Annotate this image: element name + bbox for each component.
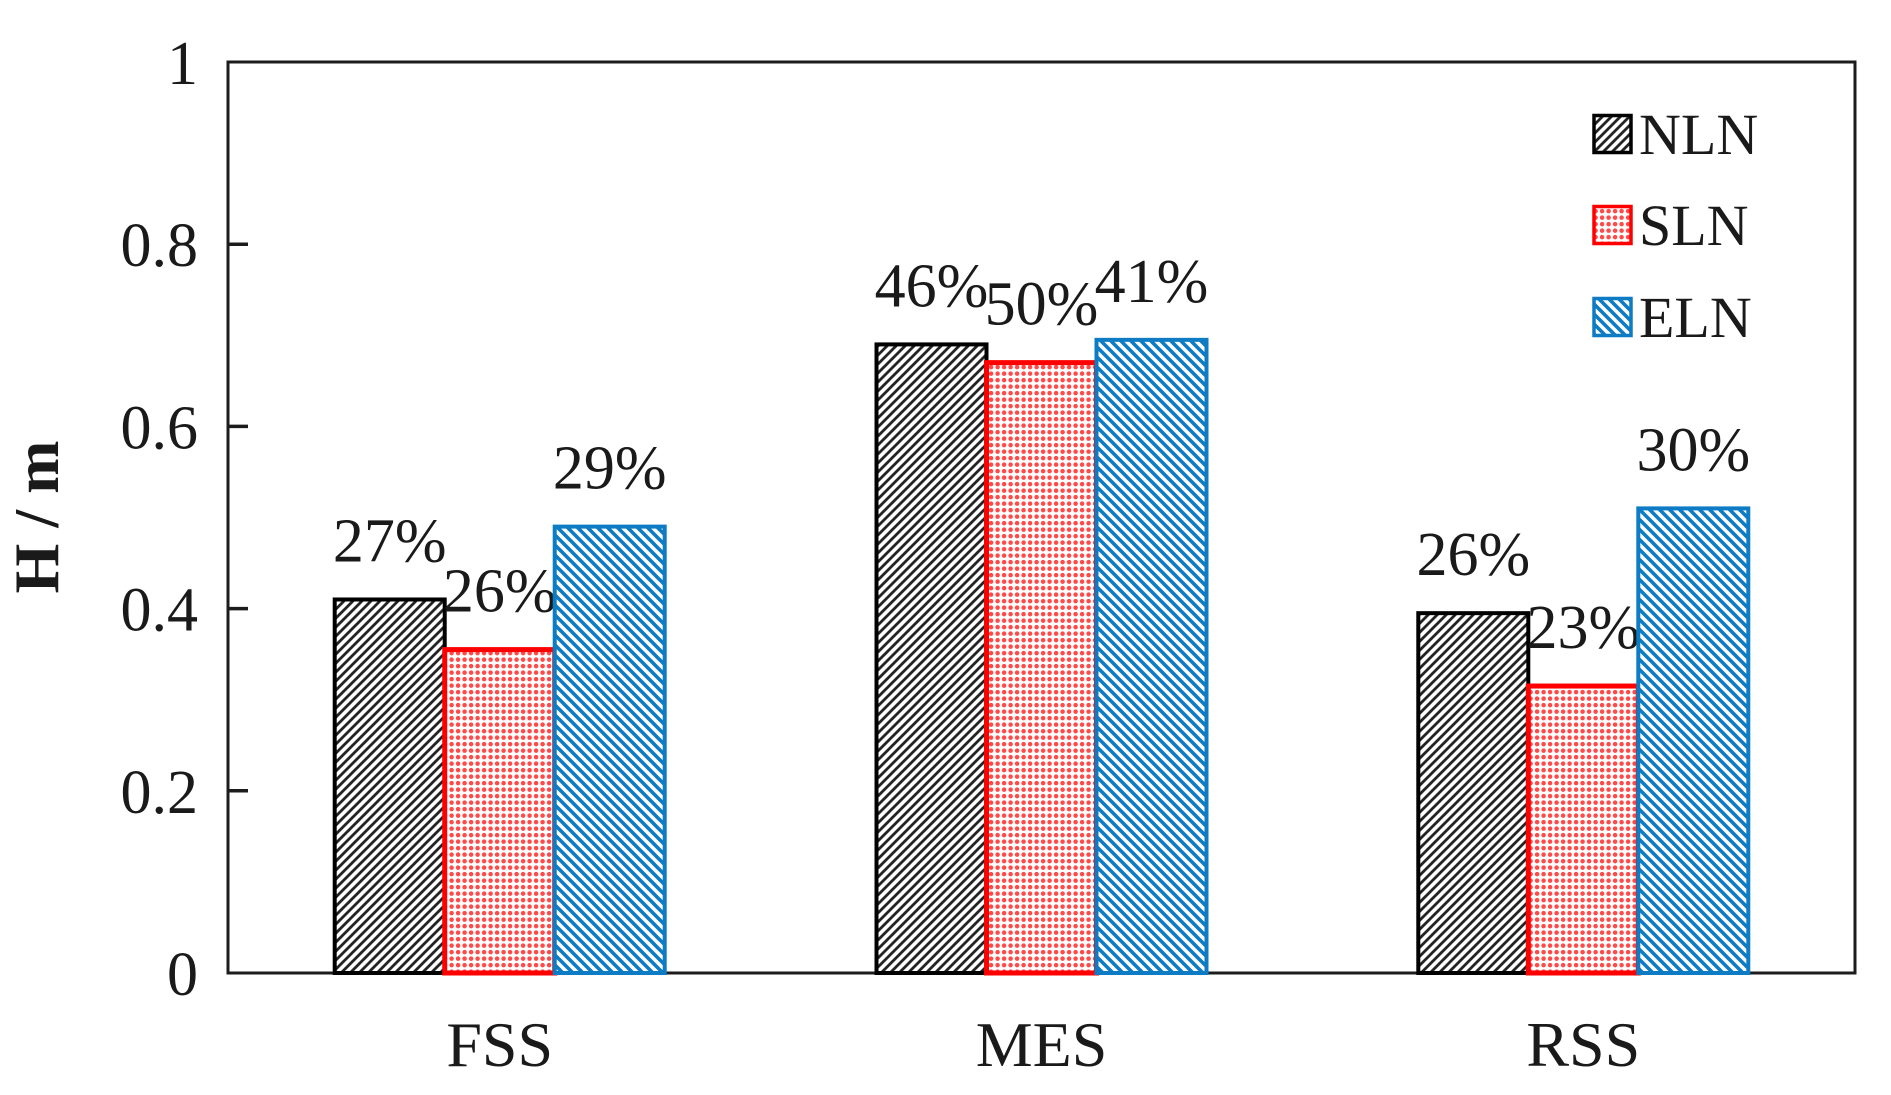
x-category-label-rss: RSS [1526, 1009, 1640, 1080]
bar-MES-SLN [984, 360, 1099, 976]
bar-value-label: 46% [875, 252, 989, 320]
x-category-label-fss: FSS [446, 1009, 553, 1080]
y-tick-label: 0.6 [121, 394, 199, 462]
legend-item-sln: SLN [1592, 193, 1749, 258]
bar-value-label: 41% [1095, 248, 1209, 316]
bar-value-label: 26% [1416, 521, 1530, 589]
bar-value-label: 29% [553, 435, 667, 503]
bar-RSS-ELN [1636, 506, 1751, 975]
bar-MES-ELN [1094, 337, 1209, 976]
y-tick-label: 0.2 [121, 759, 199, 827]
legend-swatch-nln-icon [1592, 113, 1633, 155]
legend-item-eln: ELN [1592, 285, 1752, 350]
y-tick-label: 0.4 [121, 577, 199, 645]
legend-label: NLN [1639, 102, 1758, 167]
bar-value-label: 50% [985, 271, 1099, 339]
bar-value-label: 30% [1636, 416, 1750, 484]
legend-label: ELN [1639, 285, 1752, 350]
bar-value-label: 26% [443, 558, 557, 626]
bar-FSS-ELN [552, 524, 667, 975]
bar-value-label: 23% [1526, 594, 1640, 662]
y-tick-label: 0 [167, 941, 198, 1009]
bar-RSS-SLN [1525, 683, 1641, 976]
bar-FSS-NLN [332, 597, 447, 975]
bar-RSS-NLN [1416, 611, 1531, 976]
legend-label: SLN [1639, 193, 1749, 258]
bar-FSS-SLN [442, 647, 558, 976]
bar-value-label: 27% [333, 507, 447, 575]
y-tick-label: 0.8 [121, 212, 199, 280]
legend-swatch-sln-icon [1592, 204, 1633, 246]
y-tick-label: 1 [167, 30, 198, 98]
legend-swatch-eln-icon [1592, 296, 1633, 338]
legend-item-nln: NLN [1592, 102, 1758, 167]
bar-MES-NLN [874, 342, 989, 976]
x-category-label-mes: MES [976, 1009, 1108, 1080]
y-axis-title: H / m [1, 441, 72, 594]
